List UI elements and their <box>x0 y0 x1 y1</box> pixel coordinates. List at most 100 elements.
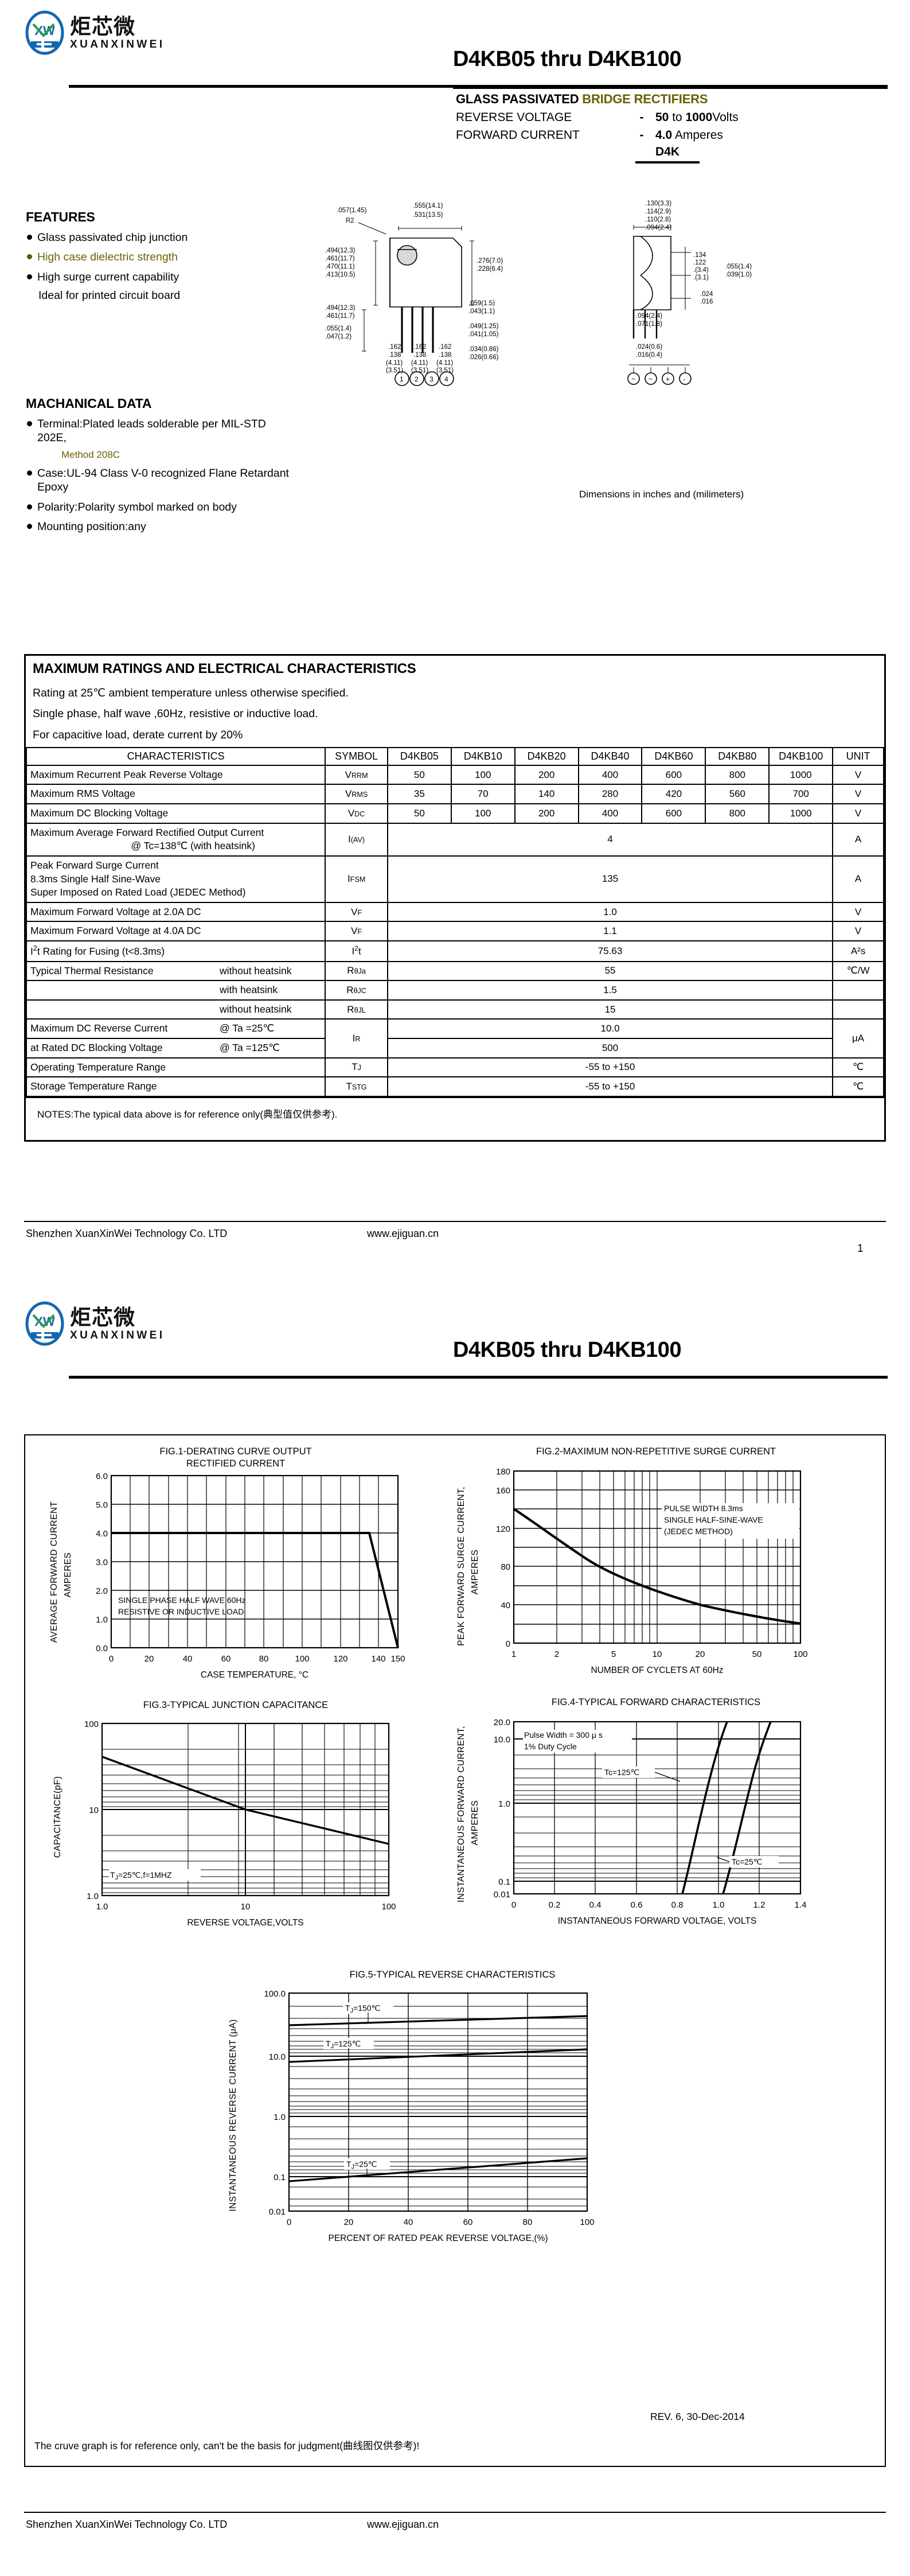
cell-value: 400 <box>577 803 643 824</box>
dim-label: .494(12.3) <box>325 247 356 254</box>
fig2-xtick: 100 <box>793 1649 807 1659</box>
fig5-xtick: 60 <box>463 2217 473 2227</box>
fig1-ytick: 1.0 <box>96 1615 108 1625</box>
symbol-main: V <box>345 788 352 800</box>
footer-divider <box>24 1221 886 1222</box>
chart-fig5: FIG.5-TYPICAL REVERSE CHARACTERISTICS IN… <box>214 1969 690 2279</box>
reverse-voltage-row: REVERSE VOLTAGE - 50 to 1000Volts <box>456 111 892 124</box>
cell-unit <box>832 999 884 1020</box>
fig2-xlabel: NUMBER OF CYCLETS AT 60Hz <box>591 1666 723 1675</box>
header-spec-block: GLASS PASSIVATED BRIDGE RECTIFIERS REVER… <box>456 92 892 142</box>
dim-label: .138 <box>388 352 401 359</box>
intro-line: For capacitive load, derate current by 2… <box>33 728 243 741</box>
row-symbol: I2t <box>325 940 388 962</box>
cell-unit: A²s <box>832 940 884 962</box>
fig1-xtick: 0 <box>109 1654 114 1664</box>
fc-unit: Amperes <box>672 129 723 142</box>
symbol-main: V <box>351 925 358 937</box>
ratings-heading: MAXIMUM RATINGS AND ELECTRICAL CHARACTER… <box>33 661 416 676</box>
feature-item: High case dielectric strength <box>26 250 272 264</box>
fig1-ytick: 0.0 <box>96 1644 108 1653</box>
symbol-sub: θJC <box>353 986 366 995</box>
dim-label: .043(1.1) <box>468 308 495 315</box>
cell-value-span: 1.0 <box>386 901 834 923</box>
fig2-xtick: 10 <box>653 1649 662 1659</box>
row-symbol: RθJa <box>325 960 388 982</box>
rv-mid: to <box>669 111 686 124</box>
dim-label: .055(1.4) <box>725 263 752 270</box>
row-characteristic: Maximum DC Blocking Voltage <box>25 803 326 824</box>
cell-value: 50 <box>386 803 452 824</box>
fig5-xtick: 20 <box>344 2217 354 2227</box>
cell-value-span: 1.5 <box>386 980 834 1001</box>
dim-label: .(3.4) <box>693 267 709 274</box>
symbol-main: R <box>347 965 354 976</box>
footer-url[interactable]: www.ejiguan.cn <box>367 2519 439 2530</box>
dim-label: .(3.1) <box>693 274 709 281</box>
fig4-ytick: 0.1 <box>498 1877 510 1887</box>
fig3-ytick: 1.0 <box>87 1892 99 1901</box>
fig1-ytick: 4.0 <box>96 1529 108 1539</box>
symbol-main: V <box>351 906 358 917</box>
row-symbol: VF <box>325 921 388 942</box>
fig2-ytick: 180 <box>496 1467 510 1477</box>
cell-value: 200 <box>514 803 579 824</box>
fig5-xlabel: PERCENT OF RATED PEAK REVERSE VOLTAGE,(%… <box>329 2233 548 2243</box>
fig5-title: FIG.5-TYPICAL REVERSE CHARACTERISTICS <box>349 1970 556 1980</box>
dim-label: .413(10.5) <box>325 271 356 278</box>
char-split: Typical Thermal Resistance without heats… <box>30 964 321 978</box>
symbol-main: T <box>346 1081 352 1092</box>
fig1-ytick: 6.0 <box>96 1472 108 1481</box>
cell-value-span: 500 <box>386 1038 834 1059</box>
fig2-ytick: 40 <box>501 1601 510 1610</box>
cell-value-span: -55 to +150 <box>386 1057 834 1078</box>
logo-english-name: XUANXINWEI <box>70 38 165 50</box>
row-characteristic: Typical Thermal Resistance without heats… <box>25 960 326 982</box>
dim-label: .162 <box>388 344 401 351</box>
fig2-title: FIG.2-MAXIMUM NON-REPETITIVE SURGE CURRE… <box>536 1446 776 1457</box>
dim-label: .494(12.3) <box>325 305 356 312</box>
symbol-main: R <box>347 1003 354 1015</box>
row-symbol: IR <box>325 1018 388 1059</box>
fig2-plot: 180 160 120 80 40 0 1 2 5 10 20 50 100 <box>496 1467 808 1675</box>
fig2-annotation-line3: (JEDEC METHOD) <box>664 1527 733 1536</box>
fig4-ytick: 10.0 <box>494 1735 510 1745</box>
table-row: Typical Thermal Resistance without heats… <box>25 960 884 982</box>
fig2-annotation-line1: PULSE WIDTH 8.3ms <box>664 1504 743 1513</box>
cell-value: 100 <box>450 764 515 785</box>
cell-value-span: 4 <box>386 822 834 857</box>
fc-val: 4.0 <box>655 129 673 142</box>
fig2-xtick: 5 <box>611 1649 616 1659</box>
mechanical-label: Polarity:Polarity symbol marked on body <box>37 500 237 513</box>
fig1-xtick: 40 <box>183 1654 193 1664</box>
fig5-ytick: 0.1 <box>274 2173 286 2182</box>
polarity-mark: ~ <box>649 375 653 383</box>
fig2-ytick: 120 <box>496 1524 510 1534</box>
table-row: Maximum RMS Voltage VRMS 35 70 140 280 4… <box>25 784 884 805</box>
fig5-xtick: 80 <box>523 2217 533 2227</box>
cell-unit: V <box>832 803 884 824</box>
symbol-main: R <box>346 984 354 995</box>
dim-label: .039(1.0) <box>725 271 752 278</box>
dim-label: .059(1.5) <box>468 300 495 307</box>
fig3-xtick: 1.0 <box>96 1902 108 1912</box>
char-line-1: Peak Forward Surge Current <box>30 859 159 871</box>
char-split: at Rated DC Blocking Voltage @ Ta =125℃ <box>30 1041 321 1055</box>
footer-url[interactable]: www.ejiguan.cn <box>367 1228 439 1239</box>
dim-label: .057(1.45) <box>337 207 367 214</box>
symbol-main: I <box>352 1033 356 1044</box>
xuanxinwei-logo-icon: XW <box>25 10 64 55</box>
cell-unit: V <box>832 784 884 805</box>
char-right: without heatsink <box>220 1003 292 1015</box>
fig3-title: FIG.3-TYPICAL JUNCTION CAPACITANCE <box>143 1700 329 1710</box>
fig2-xtick: 50 <box>752 1649 762 1659</box>
dim-label: .134 <box>693 252 706 259</box>
dim-label: .114(2.9) <box>645 208 671 215</box>
table-row: Storage Temperature Range TSTG -55 to +1… <box>25 1076 884 1097</box>
cell-value-span: 10.0 <box>386 1018 834 1039</box>
features-title: FEATURES <box>26 209 95 224</box>
cell-value: 100 <box>450 803 515 824</box>
table-row: Maximum Recurrent Peak Reverse Voltage V… <box>25 764 884 785</box>
company-logo: XW 炬芯微 XUANXINWEI <box>24 10 165 55</box>
fig4-xtick: 0 <box>511 1900 516 1910</box>
